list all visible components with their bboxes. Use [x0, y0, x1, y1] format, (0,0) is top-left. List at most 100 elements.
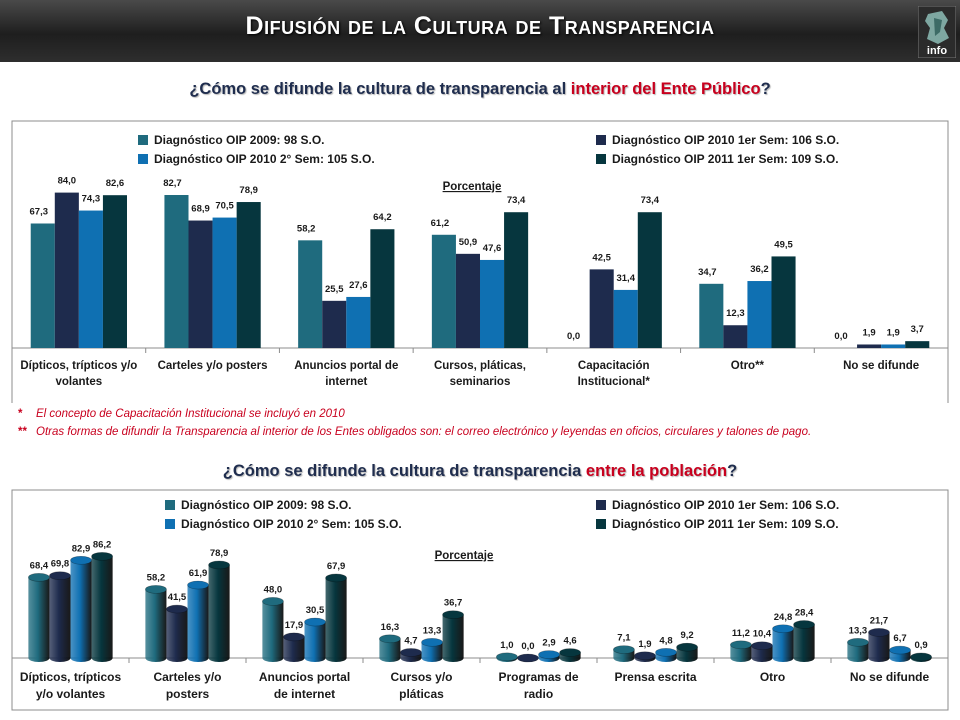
bar — [772, 628, 794, 662]
data-label: 9,2 — [680, 630, 693, 641]
data-label: 58,2 — [147, 572, 166, 583]
bar — [30, 223, 55, 348]
x-tick-label: Institucional* — [578, 376, 651, 388]
data-label: 41,5 — [168, 592, 187, 603]
x-tick-label: Prensa escrita — [614, 670, 696, 684]
data-label: 2,9 — [542, 638, 555, 649]
data-label: 47,6 — [483, 243, 502, 254]
data-label: 73,4 — [641, 195, 660, 206]
data-label: 0,9 — [914, 640, 927, 651]
data-label: 73,4 — [507, 195, 526, 206]
bar — [723, 325, 748, 348]
x-tick-label: Cursos, pláticas, — [434, 360, 526, 372]
data-label: 36,7 — [444, 598, 463, 609]
legend-swatch — [596, 500, 606, 510]
bar — [102, 195, 127, 348]
bar — [442, 614, 464, 662]
bar — [298, 240, 323, 348]
bar-top — [676, 642, 698, 652]
info-logo: info — [918, 6, 956, 58]
data-label: 27,6 — [349, 280, 368, 291]
data-label: 28,4 — [795, 608, 814, 619]
bar — [28, 577, 50, 662]
data-label: 84,0 — [58, 176, 77, 187]
bar — [346, 296, 371, 348]
chart-title: Porcentaje — [443, 181, 502, 193]
data-label: 13,3 — [849, 625, 868, 636]
bar-top — [730, 640, 752, 650]
data-label: 17,9 — [285, 620, 304, 631]
data-label: 69,8 — [51, 559, 70, 570]
x-tick-label: Cursos y/o — [390, 670, 452, 684]
bar — [70, 560, 92, 662]
bar — [431, 234, 456, 348]
bar — [370, 229, 395, 348]
x-tick-label: pláticas — [399, 687, 444, 701]
data-label: 3,7 — [911, 324, 924, 335]
data-label: 0,0 — [834, 331, 847, 342]
bar-top — [613, 645, 635, 654]
bar — [771, 256, 796, 348]
bar-top — [91, 552, 113, 561]
data-label: 61,2 — [431, 218, 450, 229]
legend-label: Diagnóstico OIP 2010 1er Sem: 106 S.O. — [612, 133, 839, 147]
bar — [91, 556, 113, 662]
data-label: 67,9 — [327, 561, 346, 572]
data-label: 16,3 — [381, 622, 400, 633]
x-tick-label: Capacitación — [578, 360, 650, 372]
data-label: 21,7 — [870, 615, 889, 626]
bar-top — [187, 580, 209, 590]
data-label: 30,5 — [306, 605, 325, 616]
legend-swatch — [596, 135, 606, 145]
bar-top — [304, 617, 326, 627]
x-tick-label: internet — [325, 376, 367, 388]
bar-top — [400, 648, 422, 657]
bar-top — [772, 624, 794, 634]
page-title: Difusión de la Cultura de Transparencia — [245, 12, 715, 40]
x-tick-label: y/o volantes — [36, 687, 106, 701]
data-label: 58,2 — [297, 223, 316, 234]
bar — [304, 622, 326, 662]
bar — [613, 289, 638, 348]
bar-top — [325, 573, 347, 583]
bar — [455, 253, 480, 348]
bar — [637, 212, 662, 348]
bar — [188, 220, 213, 348]
data-label: 61,9 — [189, 568, 208, 579]
legend-label: Diagnóstico OIP 2011 1er Sem: 109 S.O. — [612, 152, 839, 166]
data-label: 11,2 — [732, 628, 750, 639]
bar — [589, 269, 614, 348]
legend-label: Diagnóstico OIP 2011 1er Sem: 109 S.O. — [612, 517, 839, 531]
bar — [379, 638, 401, 662]
data-label: 70,5 — [215, 201, 234, 212]
bar-top — [28, 573, 50, 582]
data-label: 64,2 — [373, 212, 392, 223]
data-label: 42,5 — [592, 252, 611, 263]
question-interior: ¿Cómo se difunde la cultura de transpare… — [189, 80, 771, 98]
bar — [166, 609, 188, 662]
data-label: 0,0 — [567, 331, 580, 342]
x-tick-label: volantes — [56, 376, 103, 388]
bar — [236, 202, 261, 348]
data-label: 1,9 — [862, 327, 875, 338]
footnote-1: * El concepto de Capacitación Institucion… — [18, 408, 345, 420]
data-label: 67,3 — [30, 206, 49, 217]
data-label: 34,7 — [698, 267, 717, 278]
data-label: 50,9 — [459, 237, 478, 248]
data-label: 4,7 — [404, 635, 417, 646]
data-label: 4,6 — [563, 636, 576, 647]
data-label: 13,3 — [423, 625, 442, 636]
x-tick-label: Carteles y/o — [153, 670, 221, 684]
bar — [208, 564, 230, 662]
bar — [78, 210, 103, 348]
bar — [325, 577, 347, 662]
data-label: 1,0 — [500, 640, 513, 651]
x-tick-label: radio — [524, 687, 553, 701]
x-tick-label: Otro — [760, 670, 785, 684]
bar-top — [496, 652, 518, 662]
bar — [480, 259, 505, 348]
x-tick-label: Anuncios portal — [259, 670, 350, 684]
data-label: 82,6 — [106, 178, 125, 189]
legend-swatch — [596, 154, 606, 164]
bar — [881, 344, 906, 348]
